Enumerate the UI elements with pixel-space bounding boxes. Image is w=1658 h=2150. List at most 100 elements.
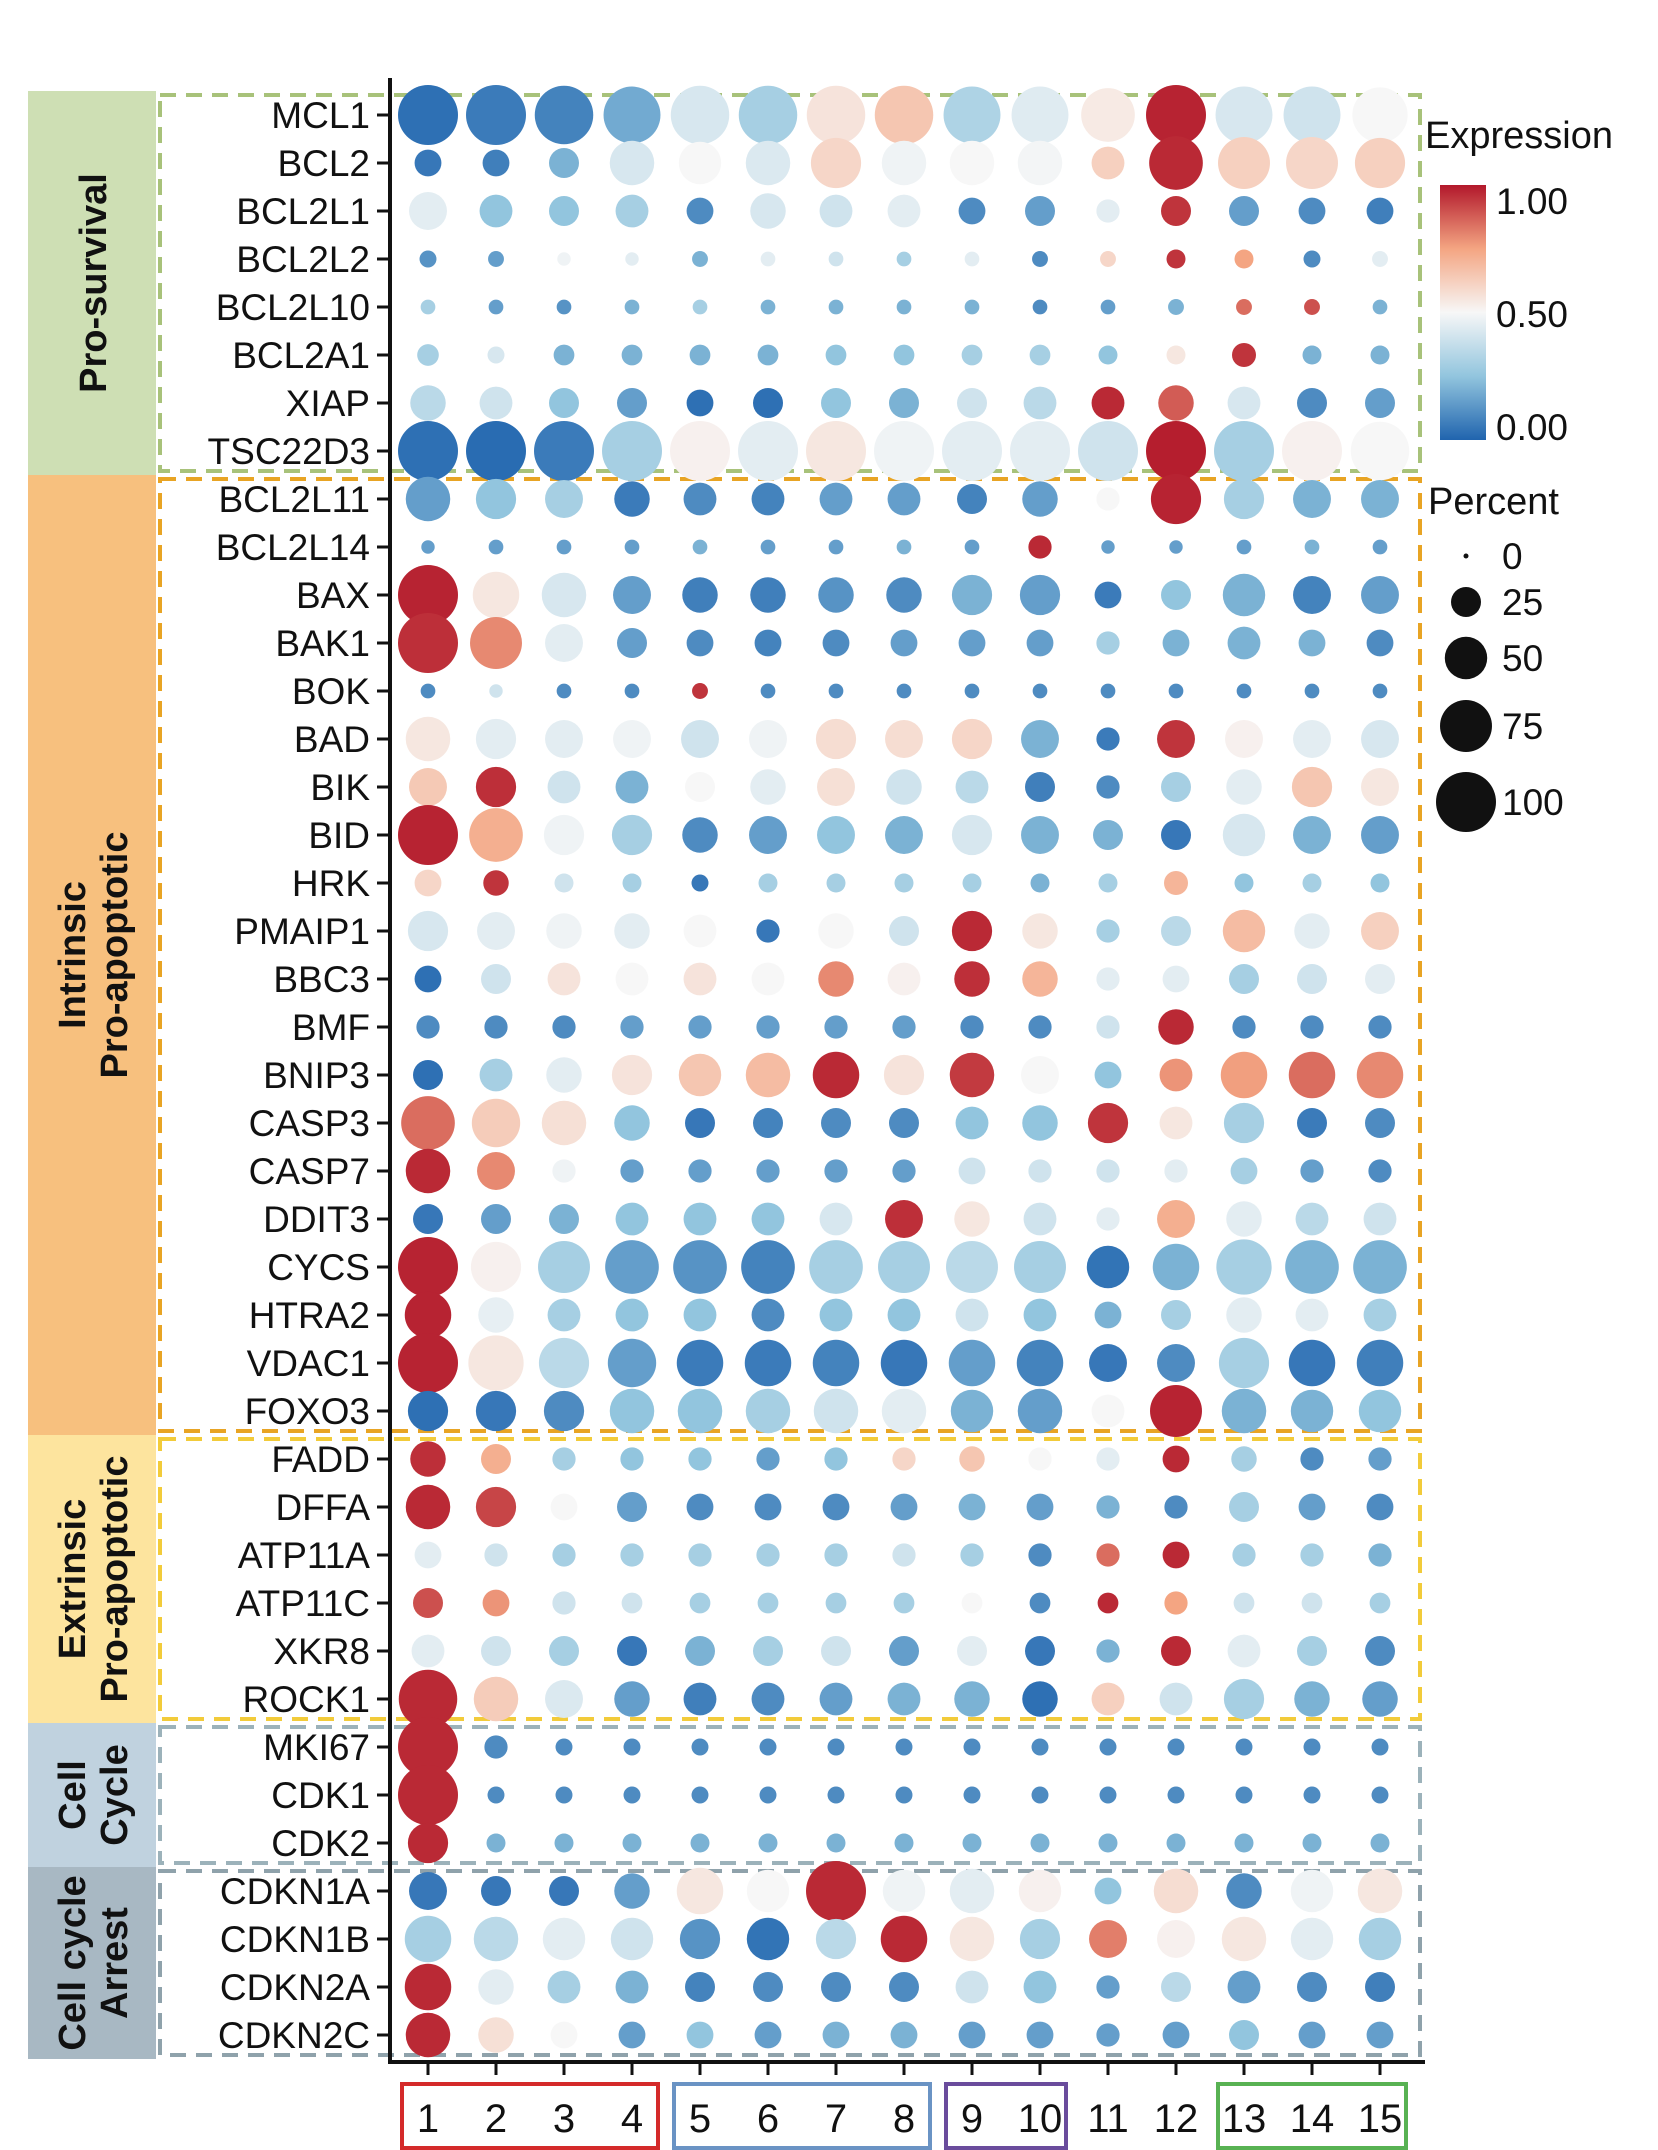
dot-bid-cluster-5 (682, 817, 718, 853)
dot-vdac1-cluster-14 (1288, 1339, 1336, 1387)
dot-atp11a-cluster-12 (1162, 1541, 1190, 1569)
dot-cdkn2c-cluster-1 (405, 2012, 451, 2058)
cluster-box-blue (672, 2082, 932, 2150)
dot-bbc3-cluster-5 (683, 962, 717, 996)
dot-bcl2l11-cluster-5 (683, 482, 717, 516)
dot-mcl1-cluster-11 (1081, 88, 1135, 142)
dot-foxo3-cluster-14 (1290, 1389, 1334, 1433)
dot-hrk-cluster-5 (691, 874, 709, 892)
dot-bcl2a1-cluster-8 (893, 344, 915, 366)
dot-bnip3-cluster-13 (1220, 1051, 1268, 1099)
dot-bax-cluster-15 (1361, 576, 1399, 614)
dot-mki67-cluster-5 (691, 1738, 709, 1756)
group-label: Cell cycleArrest (52, 1875, 136, 2050)
dot-bcl2-cluster-8 (881, 140, 927, 186)
dot-foxo3-cluster-3 (543, 1390, 585, 1432)
gene-label-vdac1: VDAC1 (247, 1343, 370, 1384)
group-label: IntrinsicPro-apoptotic (52, 832, 136, 1079)
dot-cdkn1a-cluster-6 (746, 1869, 790, 1913)
gene-label-htra2: HTRA2 (249, 1295, 370, 1336)
percent-legend-label-25: 25 (1502, 582, 1543, 623)
cluster-tick-label-12: 12 (1154, 2097, 1199, 2141)
gene-label-bcl2a1: BCL2A1 (232, 335, 370, 376)
dot-bid-cluster-10 (1021, 816, 1059, 854)
dot-bcl2l10-cluster-4 (624, 299, 640, 315)
dot-bcl2l10-cluster-2 (488, 299, 504, 315)
dot-atp11c-cluster-15 (1369, 1592, 1391, 1614)
dot-fadd-cluster-2 (481, 1444, 511, 1474)
dot-casp7-cluster-8 (892, 1159, 916, 1183)
percent-legend-dot-25 (1451, 587, 1481, 617)
dot-foxo3-cluster-7 (813, 1388, 859, 1434)
dot-htra2-cluster-5 (683, 1298, 717, 1332)
dot-casp3-cluster-12 (1159, 1106, 1193, 1140)
dot-ddit3-cluster-14 (1295, 1202, 1329, 1236)
dot-bak1-cluster-4 (617, 628, 647, 658)
dot-bcl2l2-cluster-12 (1166, 249, 1186, 269)
percent-legend: Percent 0 25 50 75 100 (1428, 481, 1564, 832)
dot-atp11c-cluster-9 (961, 1592, 983, 1614)
dot-dffa-cluster-15 (1366, 1493, 1394, 1521)
dot-dffa-cluster-1 (405, 1484, 451, 1530)
percent-legend-dot-100 (1436, 772, 1496, 832)
dot-htra2-cluster-10 (1023, 1298, 1057, 1332)
dot-pmaip1-cluster-10 (1022, 913, 1058, 949)
dot-bmf-cluster-12 (1158, 1009, 1194, 1045)
dot-bnip3-cluster-4 (611, 1054, 653, 1096)
dot-bcl2l2-cluster-11 (1100, 251, 1116, 267)
dot-tsc22d3-cluster-5 (670, 421, 730, 481)
dot-hrk-cluster-9 (962, 873, 982, 893)
gene-label-bid: BID (308, 815, 370, 856)
dot-cdkn1a-cluster-4 (614, 1873, 650, 1909)
dot-bok-cluster-12 (1168, 683, 1184, 699)
dot-bnip3-cluster-9 (949, 1052, 995, 1098)
dot-hrk-cluster-2 (483, 870, 509, 896)
dot-hrk-cluster-10 (1030, 873, 1050, 893)
group-label-line: Pro-survival (73, 173, 115, 393)
dot-tsc22d3-cluster-10 (1010, 421, 1070, 481)
dot-bok-cluster-3 (556, 683, 572, 699)
dot-rock1-cluster-7 (819, 1682, 853, 1716)
group-label-background (28, 1435, 156, 1723)
dot-dffa-cluster-11 (1096, 1495, 1120, 1519)
dot-dffa-cluster-10 (1026, 1493, 1054, 1521)
dot-cycs-cluster-1 (398, 1237, 458, 1297)
dot-cdkn1b-cluster-1 (404, 1915, 452, 1963)
dot-rock1-cluster-2 (473, 1676, 519, 1722)
dot-bcl2-cluster-3 (549, 148, 579, 178)
dot-xkr8-cluster-7 (821, 1636, 851, 1666)
dot-bcl2l2-cluster-5 (692, 251, 708, 267)
gene-label-bax: BAX (296, 575, 370, 616)
dot-bcl2l10-cluster-6 (760, 299, 776, 315)
dot-cdkn2a-cluster-9 (955, 1970, 989, 2004)
dot-bid-cluster-1 (398, 805, 458, 865)
dot-dffa-cluster-14 (1298, 1493, 1326, 1521)
dot-mki67-cluster-3 (555, 1738, 573, 1756)
dot-casp7-cluster-9 (958, 1157, 986, 1185)
dot-bcl2l1-cluster-4 (615, 194, 649, 228)
gene-label-bcl2l10: BCL2L10 (216, 287, 370, 328)
dot-htra2-cluster-2 (478, 1297, 514, 1333)
dot-ddit3-cluster-5 (683, 1202, 717, 1236)
dot-cdkn1b-cluster-7 (815, 1918, 857, 1960)
dot-bax-cluster-13 (1222, 573, 1266, 617)
dot-dffa-cluster-13 (1229, 1492, 1259, 1522)
gene-label-dffa: DFFA (275, 1487, 370, 1528)
dot-cdk1-cluster-13 (1235, 1786, 1253, 1804)
dot-pmaip1-cluster-5 (683, 914, 717, 948)
dot-ddit3-cluster-11 (1096, 1207, 1120, 1231)
dot-vdac1-cluster-10 (1016, 1339, 1064, 1387)
dot-bcl2-cluster-10 (1017, 140, 1063, 186)
gene-label-rock1: ROCK1 (243, 1679, 370, 1720)
dot-bcl2l10-cluster-1 (420, 299, 436, 315)
dot-dffa-cluster-3 (550, 1493, 578, 1521)
dot-ddit3-cluster-4 (615, 1202, 649, 1236)
dot-atp11a-cluster-6 (756, 1543, 780, 1567)
dot-bcl2l10-cluster-13 (1236, 299, 1252, 315)
dot-hrk-cluster-8 (894, 873, 914, 893)
dot-xiap-cluster-1 (410, 385, 446, 421)
dot-bcl2a1-cluster-2 (487, 346, 505, 364)
dot-dffa-cluster-12 (1164, 1495, 1188, 1519)
dot-bcl2l14-cluster-12 (1169, 540, 1183, 554)
dot-cdk2-cluster-7 (826, 1833, 846, 1853)
